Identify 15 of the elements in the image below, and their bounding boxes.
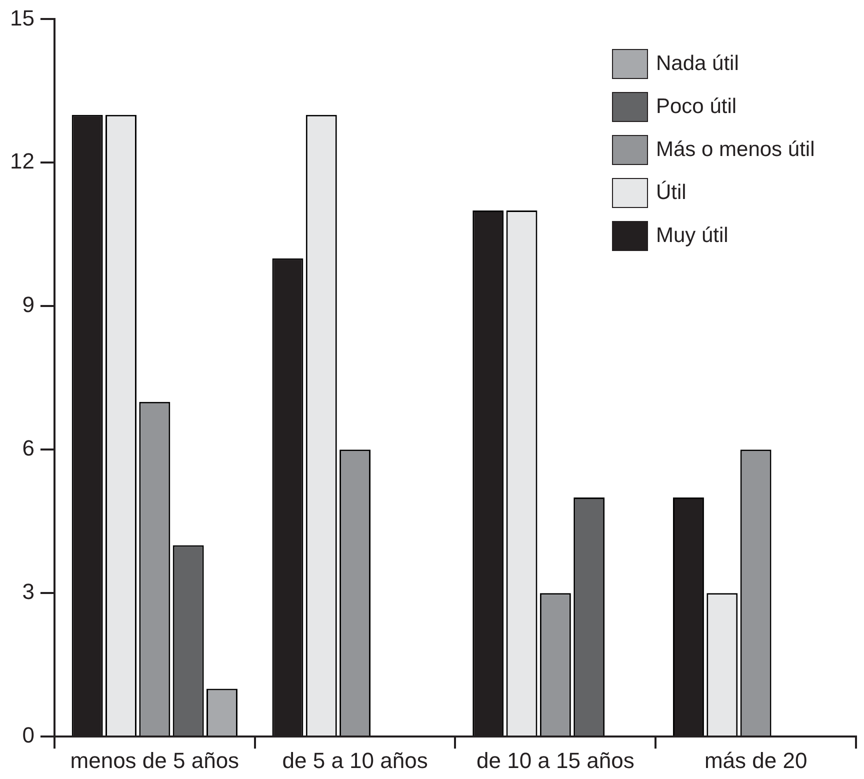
legend-label: Nada útil <box>656 52 739 76</box>
legend-label: Muy útil <box>656 224 728 248</box>
legend-label: Más o menos útil <box>656 138 815 162</box>
x-tick-label: de 10 a 15 años <box>476 748 634 773</box>
y-tick-label: 3 <box>22 579 34 604</box>
y-tick-label: 15 <box>10 5 34 30</box>
legend-label: Poco útil <box>656 94 737 118</box>
x-tick-label: menos de 5 años <box>70 748 240 773</box>
y-tick-label: 0 <box>22 722 34 748</box>
x-tick-label: de 5 a 10 años <box>282 748 428 773</box>
legend-label: Útil <box>656 180 686 204</box>
y-tick-label: 12 <box>10 148 34 174</box>
y-tick-label: 9 <box>22 292 34 318</box>
y-tick-label: 6 <box>22 436 34 461</box>
x-tick-label: más de 20 <box>704 748 808 773</box>
